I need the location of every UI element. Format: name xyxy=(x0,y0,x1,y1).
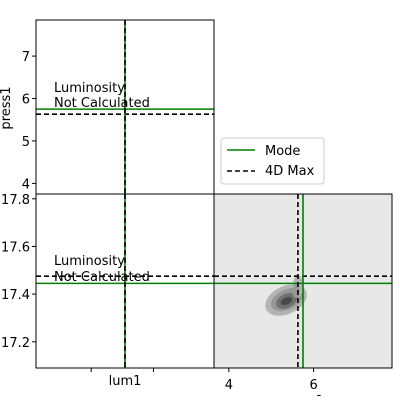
panel-press1-ytick-label: 7 xyxy=(22,50,30,65)
legend-mode-label: Mode xyxy=(265,144,300,159)
panel-press1-annotation-line1: Luminosity xyxy=(54,81,125,96)
panel-lum1-ytick-label: 17.2 xyxy=(1,336,30,351)
panel-lum1: 17.2 17.4 17.6 17.8 Luminosity Not Calculat… xyxy=(1,193,215,389)
panel-density-frame xyxy=(213,193,393,369)
panel-lum1-lines xyxy=(36,194,214,368)
panel-lum1-xlabel: lum1 xyxy=(109,374,142,389)
panel-press1-ytick-label: 6 xyxy=(22,93,30,108)
density-contours xyxy=(265,275,307,316)
panel-press1-lines xyxy=(36,20,214,194)
panel-lum1-ytick-label: 17.4 xyxy=(1,288,30,303)
panel-press1-ytick-label: 5 xyxy=(22,135,30,150)
panel-density-xtick-label: 4 xyxy=(225,378,233,393)
panel-lum1-annotation-line1: Luminosity xyxy=(54,254,125,269)
panel-press1-ticks: 4 5 6 7 xyxy=(22,50,36,192)
panel-lum1-annotation-line2: Not Calculated xyxy=(54,270,150,285)
legend-4dmax-label: 4D Max xyxy=(265,164,315,179)
legend: Mode 4D Max xyxy=(220,137,325,185)
panel-press1: 4 5 6 7 Luminosity Not Calculated press1 xyxy=(0,19,215,195)
panel-density-lines xyxy=(214,194,392,368)
panel-lum1-ytick-label: 17.8 xyxy=(1,193,30,208)
panel-press1-annotation-line2: Not Calculated xyxy=(54,96,150,111)
panel-press1-ytick-label: 4 xyxy=(22,177,30,192)
panel-density-xtick-label: 6 xyxy=(309,378,317,393)
panel-lum1-ticks: 17.2 17.4 17.6 17.8 xyxy=(1,193,154,372)
density-contour-core xyxy=(280,296,293,306)
panel-press1-ylabel: press1 xyxy=(0,86,14,129)
panel-density-xlabel: - xyxy=(317,388,322,400)
panel-lum1-ytick-label: 17.6 xyxy=(1,240,30,255)
